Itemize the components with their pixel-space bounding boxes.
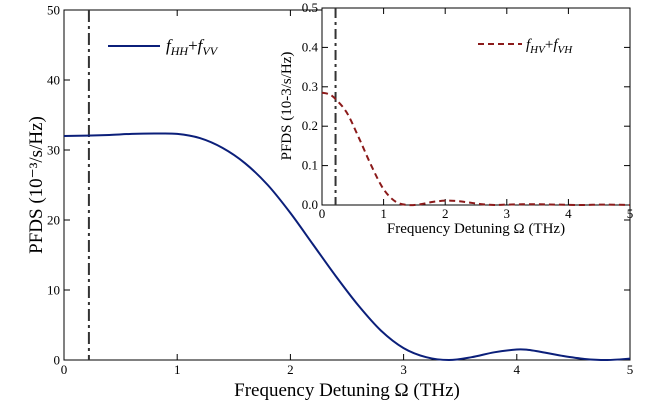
main-x-tick-label: 1 (174, 362, 181, 377)
main-y-tick-label: 50 (47, 2, 60, 17)
main-x-tick-label: 3 (400, 362, 407, 377)
inset-tick-labels-group: 0 1 2 3 4 5 0.0 0.1 0.2 0.3 0.4 0.5 (302, 0, 634, 221)
main-y-tick-label: 40 (47, 72, 60, 87)
main-x-tick-label: 4 (514, 362, 521, 377)
main-x-axis-title: Frequency Detuning Ω (THz) (234, 380, 460, 401)
inset-y-tick-label: 0.5 (302, 0, 318, 15)
inset-plot-frame (321, 7, 631, 206)
main-y-tick-label: 20 (47, 212, 60, 227)
inset-x-tick-label: 2 (442, 206, 449, 221)
inset-y-tick-label: 0.2 (302, 118, 318, 133)
inset-legend: fHV+fVH (478, 37, 573, 56)
inset-x-tick-label: 1 (380, 206, 387, 221)
inset-x-tick-label: 3 (504, 206, 511, 221)
inset-y-tick-label: 0.0 (302, 197, 318, 212)
main-y-tick-label: 30 (47, 142, 60, 157)
inset-ticks-group (321, 7, 631, 206)
main-y-tick-label: 0 (54, 352, 61, 367)
inset-x-tick-label: 0 (319, 206, 326, 221)
main-x-tick-label: 2 (287, 362, 294, 377)
inset-legend-label: fHV+fVH (526, 37, 573, 56)
inset-x-axis-title: Frequency Detuning Ω (THz) (387, 221, 565, 237)
inset-background (322, 8, 630, 205)
main-x-tick-label: 5 (627, 362, 634, 377)
inset-y-tick-label: 0.3 (302, 79, 318, 94)
main-legend: fHH+fVV (108, 36, 219, 58)
inset-y-tick-label: 0.4 (302, 39, 319, 54)
inset-x-tick-label: 4 (565, 206, 572, 221)
inset-y-axis-title: PFDS (10-3/s/Hz) (279, 52, 295, 161)
main-series-line (63, 132, 631, 362)
main-legend-label: fHH+fVV (166, 36, 219, 58)
inset-x-tick-label: 5 (627, 206, 634, 221)
main-y-axis-title: PFDS (10⁻³/s/Hz) (26, 116, 47, 254)
inset-y-tick-label: 0.1 (302, 158, 318, 173)
main-y-tick-label: 10 (47, 282, 60, 297)
inset-series-line (321, 91, 631, 207)
main-x-tick-label: 0 (61, 362, 68, 377)
